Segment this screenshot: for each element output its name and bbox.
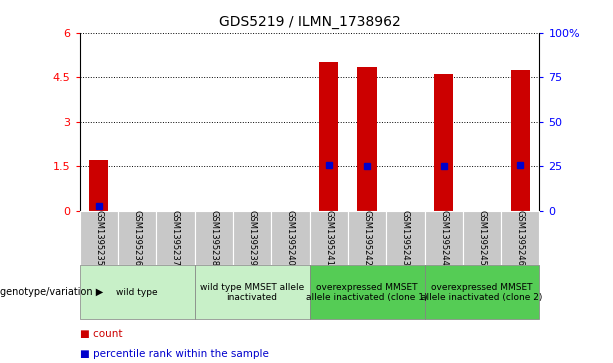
Bar [310, 265, 424, 319]
Text: GSM1395237: GSM1395237 [171, 210, 180, 266]
Text: wild type: wild type [116, 288, 158, 297]
Bar [424, 211, 463, 265]
Bar [357, 67, 376, 211]
Text: GSM1395239: GSM1395239 [248, 210, 257, 266]
Bar [233, 211, 271, 265]
Text: wild type MMSET allele
inactivated: wild type MMSET allele inactivated [200, 282, 304, 302]
Text: GSM1395241: GSM1395241 [324, 210, 333, 266]
Text: GSM1395240: GSM1395240 [286, 210, 295, 266]
Bar [501, 211, 539, 265]
Bar [80, 211, 118, 265]
Bar [271, 211, 310, 265]
Bar [319, 62, 338, 211]
Text: GSM1395244: GSM1395244 [439, 210, 448, 266]
Text: GSM1395246: GSM1395246 [516, 210, 525, 266]
Bar [156, 211, 195, 265]
Bar [424, 265, 539, 319]
Text: overexpressed MMSET
allele inactivated (clone 2): overexpressed MMSET allele inactivated (… [421, 282, 543, 302]
Bar [195, 265, 310, 319]
Bar [463, 211, 501, 265]
Title: GDS5219 / ILMN_1738962: GDS5219 / ILMN_1738962 [219, 15, 400, 29]
Bar [434, 74, 453, 211]
Bar [511, 70, 530, 211]
Bar [89, 160, 109, 211]
Bar [195, 211, 233, 265]
Text: GSM1395235: GSM1395235 [94, 210, 104, 266]
Text: GSM1395243: GSM1395243 [401, 210, 410, 266]
Text: genotype/variation ▶: genotype/variation ▶ [0, 287, 103, 297]
Text: GSM1395236: GSM1395236 [132, 210, 142, 266]
Bar [80, 265, 195, 319]
Text: ■ percentile rank within the sample: ■ percentile rank within the sample [80, 349, 268, 359]
Bar [386, 211, 424, 265]
Text: GSM1395245: GSM1395245 [478, 210, 487, 266]
Bar [348, 211, 386, 265]
Bar [118, 211, 156, 265]
Bar [310, 211, 348, 265]
Text: GSM1395242: GSM1395242 [362, 210, 371, 266]
Text: overexpressed MMSET
allele inactivated (clone 1): overexpressed MMSET allele inactivated (… [306, 282, 428, 302]
Text: GSM1395238: GSM1395238 [209, 210, 218, 266]
Text: ■ count: ■ count [80, 329, 122, 339]
